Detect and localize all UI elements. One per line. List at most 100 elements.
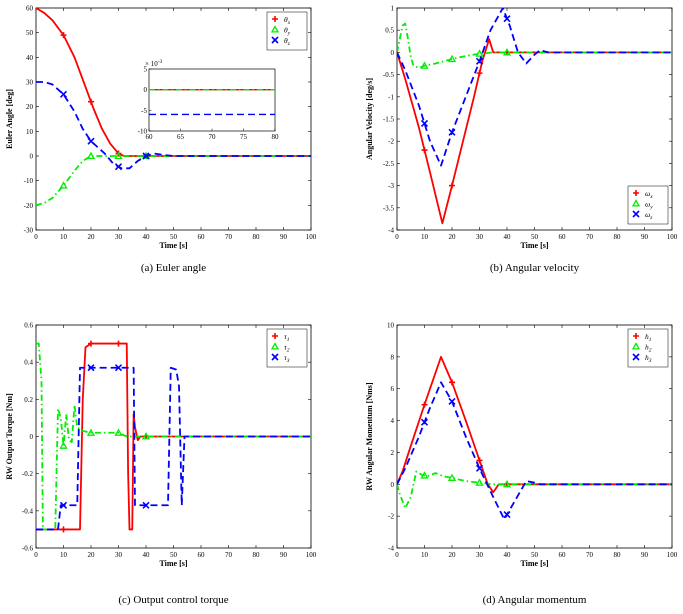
y-tick-label: 10 <box>387 322 395 330</box>
series-marker-1 <box>449 182 455 189</box>
x-tick-label: 100 <box>667 551 678 559</box>
series-group <box>36 340 311 533</box>
legend-label-1: θx <box>284 15 291 26</box>
chart-panel-3: 0 10 20 30 40 50 60 70 80 90 100 -0.6 -0.4 -0.2 0 0.2 0.… <box>5 322 317 607</box>
x-tick-label: 90 <box>641 551 649 559</box>
legend-marker-2 <box>631 199 641 207</box>
figure-caption: (c) Output control torque <box>118 594 228 606</box>
series-marker-1 <box>60 32 67 39</box>
x-tick-label: 70 <box>225 551 233 559</box>
inset-exponent: × 10-3 <box>145 59 163 68</box>
y-tick-label: -20 <box>24 202 34 210</box>
x-tick-label: 70 <box>586 551 594 559</box>
chart-panel-4: 0 10 20 30 40 50 60 70 80 90 100 -4 -2 0 2 4 6 8 10 Time [s… <box>365 322 678 607</box>
legend-marker-1 <box>633 190 639 196</box>
series-marker-1 <box>88 340 94 347</box>
series-marker-3 <box>142 152 150 160</box>
legend-label-2: ωy <box>645 200 653 211</box>
series-marker-2 <box>114 151 123 160</box>
series-marker-3 <box>448 128 456 136</box>
x-axis-label: Time [s] <box>159 559 187 568</box>
legend-marker-1 <box>633 333 639 339</box>
x-tick-label: 60 <box>559 551 567 559</box>
series-marker-3 <box>59 501 68 509</box>
x-tick-label: 10 <box>60 233 68 241</box>
series-marker-3 <box>475 464 484 472</box>
series-marker-3 <box>503 510 511 519</box>
series-line-3 <box>397 8 672 167</box>
y-axis-label: Angular Velocity [deg/s] <box>365 78 374 160</box>
inset-x-tick-label: 60 <box>146 133 154 141</box>
y-tick-label: -1 <box>388 93 394 101</box>
x-tick-label: 90 <box>641 233 649 241</box>
x-tick-label: 100 <box>306 551 317 559</box>
x-tick-label: 60 <box>198 551 206 559</box>
series-line-3 <box>397 381 672 521</box>
series-marker-3 <box>142 501 150 509</box>
x-tick-label: 70 <box>586 233 594 241</box>
series-marker-2 <box>420 61 429 69</box>
inset-chart: 60 65 70 75 80 5 0 -5 -10 × 10-3 <box>138 59 279 141</box>
inset-x-tick-label: 70 <box>209 133 217 141</box>
series-marker-2 <box>141 432 151 440</box>
x-tick-label: 40 <box>143 551 151 559</box>
inset-x-tick-label: 65 <box>177 133 185 141</box>
series-group <box>397 355 672 521</box>
legend-label-3: θz <box>284 36 291 47</box>
y-tick-label: -2 <box>388 513 394 521</box>
series-marker-1 <box>476 70 483 77</box>
series-marker-1 <box>60 526 67 533</box>
x-tick-label: 90 <box>280 233 288 241</box>
x-tick-label: 60 <box>198 233 206 241</box>
y-tick-label: 4 <box>391 417 395 425</box>
x-tick-label: 20 <box>88 233 96 241</box>
plot-area <box>396 7 673 231</box>
x-tick-label: 50 <box>170 551 178 559</box>
y-tick-label: 0 <box>391 49 395 57</box>
inset-y-tick-label: 0 <box>144 86 148 94</box>
x-tick-label: 10 <box>60 551 68 559</box>
series-line-3 <box>36 366 311 531</box>
series-line-3 <box>36 81 311 170</box>
inset-y-tick-label: -5 <box>141 107 147 115</box>
y-tick-label: -30 <box>24 227 34 235</box>
y-tick-label: 2 <box>391 449 395 457</box>
series-marker-3 <box>475 57 484 65</box>
inset-x-tick-label: 80 <box>272 133 280 141</box>
legend-marker-3 <box>632 210 640 218</box>
x-tick-label: 80 <box>614 233 622 241</box>
series-marker-2 <box>86 151 96 160</box>
legend-label-1: h1 <box>645 332 652 343</box>
series-marker-2 <box>447 54 457 63</box>
legend-label-2: θy <box>284 26 291 37</box>
x-axis-label: Time [s] <box>520 241 548 250</box>
x-tick-label: 20 <box>449 233 457 241</box>
series-marker-1 <box>88 98 94 105</box>
figure-caption: (d) Angular momentum <box>483 594 587 606</box>
y-tick-label: 50 <box>26 29 34 37</box>
y-tick-label: 40 <box>26 54 34 62</box>
legend-marker-3 <box>271 353 279 361</box>
series-marker-1 <box>476 457 483 464</box>
series-marker-2 <box>86 428 96 436</box>
legend-label-3: ωz <box>645 210 653 221</box>
x-tick-label: 10 <box>421 233 429 241</box>
y-tick-label: -3.5 <box>383 204 395 212</box>
y-axis-label: RW Angular Momentum [Nms] <box>365 382 374 490</box>
y-tick-label: 1 <box>391 5 395 13</box>
x-tick-label: 20 <box>449 551 457 559</box>
y-tick-label: -4 <box>388 545 394 553</box>
x-axis-label: Time [s] <box>159 241 187 250</box>
legend-marker-2 <box>270 342 280 350</box>
legend-marker-2 <box>631 342 641 350</box>
series-marker-3 <box>114 163 123 171</box>
y-tick-label: -0.2 <box>22 470 34 478</box>
legend-label-3: τ3 <box>284 353 290 364</box>
legend-marker-3 <box>271 36 279 44</box>
x-tick-label: 0 <box>34 551 38 559</box>
series-marker-3 <box>503 15 511 23</box>
y-tick-label: -2 <box>388 138 394 146</box>
legend-label-2: τ2 <box>284 343 290 354</box>
